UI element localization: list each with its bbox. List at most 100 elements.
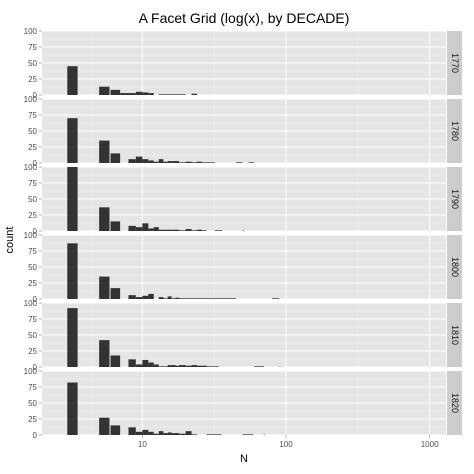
histogram-bar	[171, 298, 176, 299]
histogram-bar	[153, 161, 159, 163]
histogram-bar	[110, 288, 121, 299]
y-tick-label: 0	[33, 363, 38, 372]
y-tick-label: 0	[33, 159, 38, 168]
histogram-bar	[99, 86, 110, 95]
histogram-bar	[67, 308, 78, 367]
histogram-bar	[171, 365, 176, 367]
facet-strip-label: 1770	[450, 53, 460, 73]
y-tick-label: 25	[28, 347, 37, 356]
histogram-bar	[153, 433, 159, 435]
y-tick-label: 50	[28, 399, 37, 408]
histogram-bar	[110, 425, 121, 435]
histogram-bar	[67, 66, 78, 95]
histogram-bar	[210, 298, 219, 299]
histogram-bar	[196, 365, 202, 367]
histogram-bar	[163, 366, 168, 367]
facet-strip-label: 1790	[450, 189, 460, 209]
histogram-bar	[175, 94, 180, 95]
histogram-bar	[175, 433, 180, 435]
y-tick-label: 100	[24, 299, 38, 308]
facet-strip	[447, 31, 462, 95]
y-tick-label: 100	[24, 163, 38, 172]
histogram-bar	[206, 366, 211, 367]
histogram-bar	[206, 298, 211, 299]
histogram-bar	[179, 230, 186, 231]
y-tick-label: 0	[33, 227, 38, 236]
histogram-bar	[263, 434, 265, 435]
histogram-bar	[142, 223, 149, 231]
y-tick-label: 0	[33, 431, 38, 440]
histogram-bar	[210, 366, 219, 367]
histogram-bar	[110, 89, 121, 95]
histogram-bar	[236, 162, 243, 163]
x-tick-label: 1000	[421, 440, 439, 449]
histogram-bar	[158, 159, 164, 163]
histogram-bar	[206, 434, 211, 435]
y-tick-label: 75	[28, 247, 37, 256]
histogram-bar	[185, 365, 192, 367]
histogram-bar	[67, 167, 78, 231]
chart-title: A Facet Grid (log(x), by DECADE)	[139, 10, 350, 26]
histogram-bar	[99, 140, 110, 163]
histogram-bar	[142, 295, 149, 299]
histogram-bar	[128, 295, 136, 299]
histogram-bar	[135, 156, 143, 163]
histogram-bar	[142, 359, 149, 367]
histogram-bar	[128, 225, 136, 231]
facet-strip	[447, 303, 462, 367]
histogram-bar	[148, 431, 154, 435]
facet-panel-1820: 0 25 50 75 100 1820	[24, 367, 462, 440]
histogram-bar	[201, 365, 207, 367]
histogram-bar	[163, 298, 168, 299]
y-tick-label: 50	[28, 59, 37, 68]
histogram-bar	[128, 93, 136, 95]
y-tick-label: 50	[28, 127, 37, 136]
y-tick-label: 100	[24, 27, 38, 36]
histogram-bar	[191, 434, 197, 435]
facet-panel-1790: 0 25 50 75 100 1790	[24, 163, 462, 236]
facet-panel-1810: 0 25 50 75 100 1810	[24, 299, 462, 372]
histogram-bar	[158, 297, 164, 299]
histogram-bar	[148, 160, 154, 163]
histogram-bar	[185, 161, 192, 163]
histogram-bar	[148, 362, 154, 367]
facet-strip	[447, 371, 462, 435]
facet-panel-1780: 0 25 50 75 100 1780	[24, 95, 462, 168]
histogram-bar	[185, 298, 192, 299]
histogram-bar	[153, 227, 159, 231]
histogram-bar	[128, 427, 136, 435]
y-tick-label: 75	[28, 43, 37, 52]
histogram-bar	[167, 94, 172, 95]
histogram-bar	[175, 365, 180, 367]
histogram-bar	[272, 298, 280, 299]
y-tick-label: 0	[33, 295, 38, 304]
histogram-bar	[279, 366, 281, 367]
histogram-bar	[179, 162, 186, 163]
histogram-bar	[201, 162, 207, 163]
histogram-bar	[242, 230, 245, 231]
histogram-bar	[191, 162, 197, 163]
facet-strip	[447, 235, 462, 299]
x-tick-label: 10	[138, 440, 147, 449]
histogram-bar	[99, 417, 110, 435]
histogram-bar	[158, 94, 164, 95]
histogram-bar	[185, 431, 192, 435]
histogram-bar	[128, 159, 136, 163]
histogram-bar	[110, 153, 121, 163]
histogram-bar	[142, 159, 149, 163]
histogram-bar	[167, 161, 172, 163]
histogram-bar	[214, 230, 223, 231]
histogram-bar	[135, 91, 143, 95]
y-tick-label: 100	[24, 367, 38, 376]
y-tick-label: 25	[28, 415, 37, 424]
y-tick-label: 25	[28, 75, 37, 84]
histogram-bar	[99, 207, 110, 231]
histogram-bar	[196, 229, 202, 231]
histogram-bar	[171, 229, 176, 231]
histogram-bar	[196, 161, 202, 163]
y-tick-label: 25	[28, 279, 37, 288]
histogram-bar	[179, 94, 186, 95]
histogram-bar	[163, 229, 168, 231]
facet-strip-label: 1810	[450, 325, 460, 345]
